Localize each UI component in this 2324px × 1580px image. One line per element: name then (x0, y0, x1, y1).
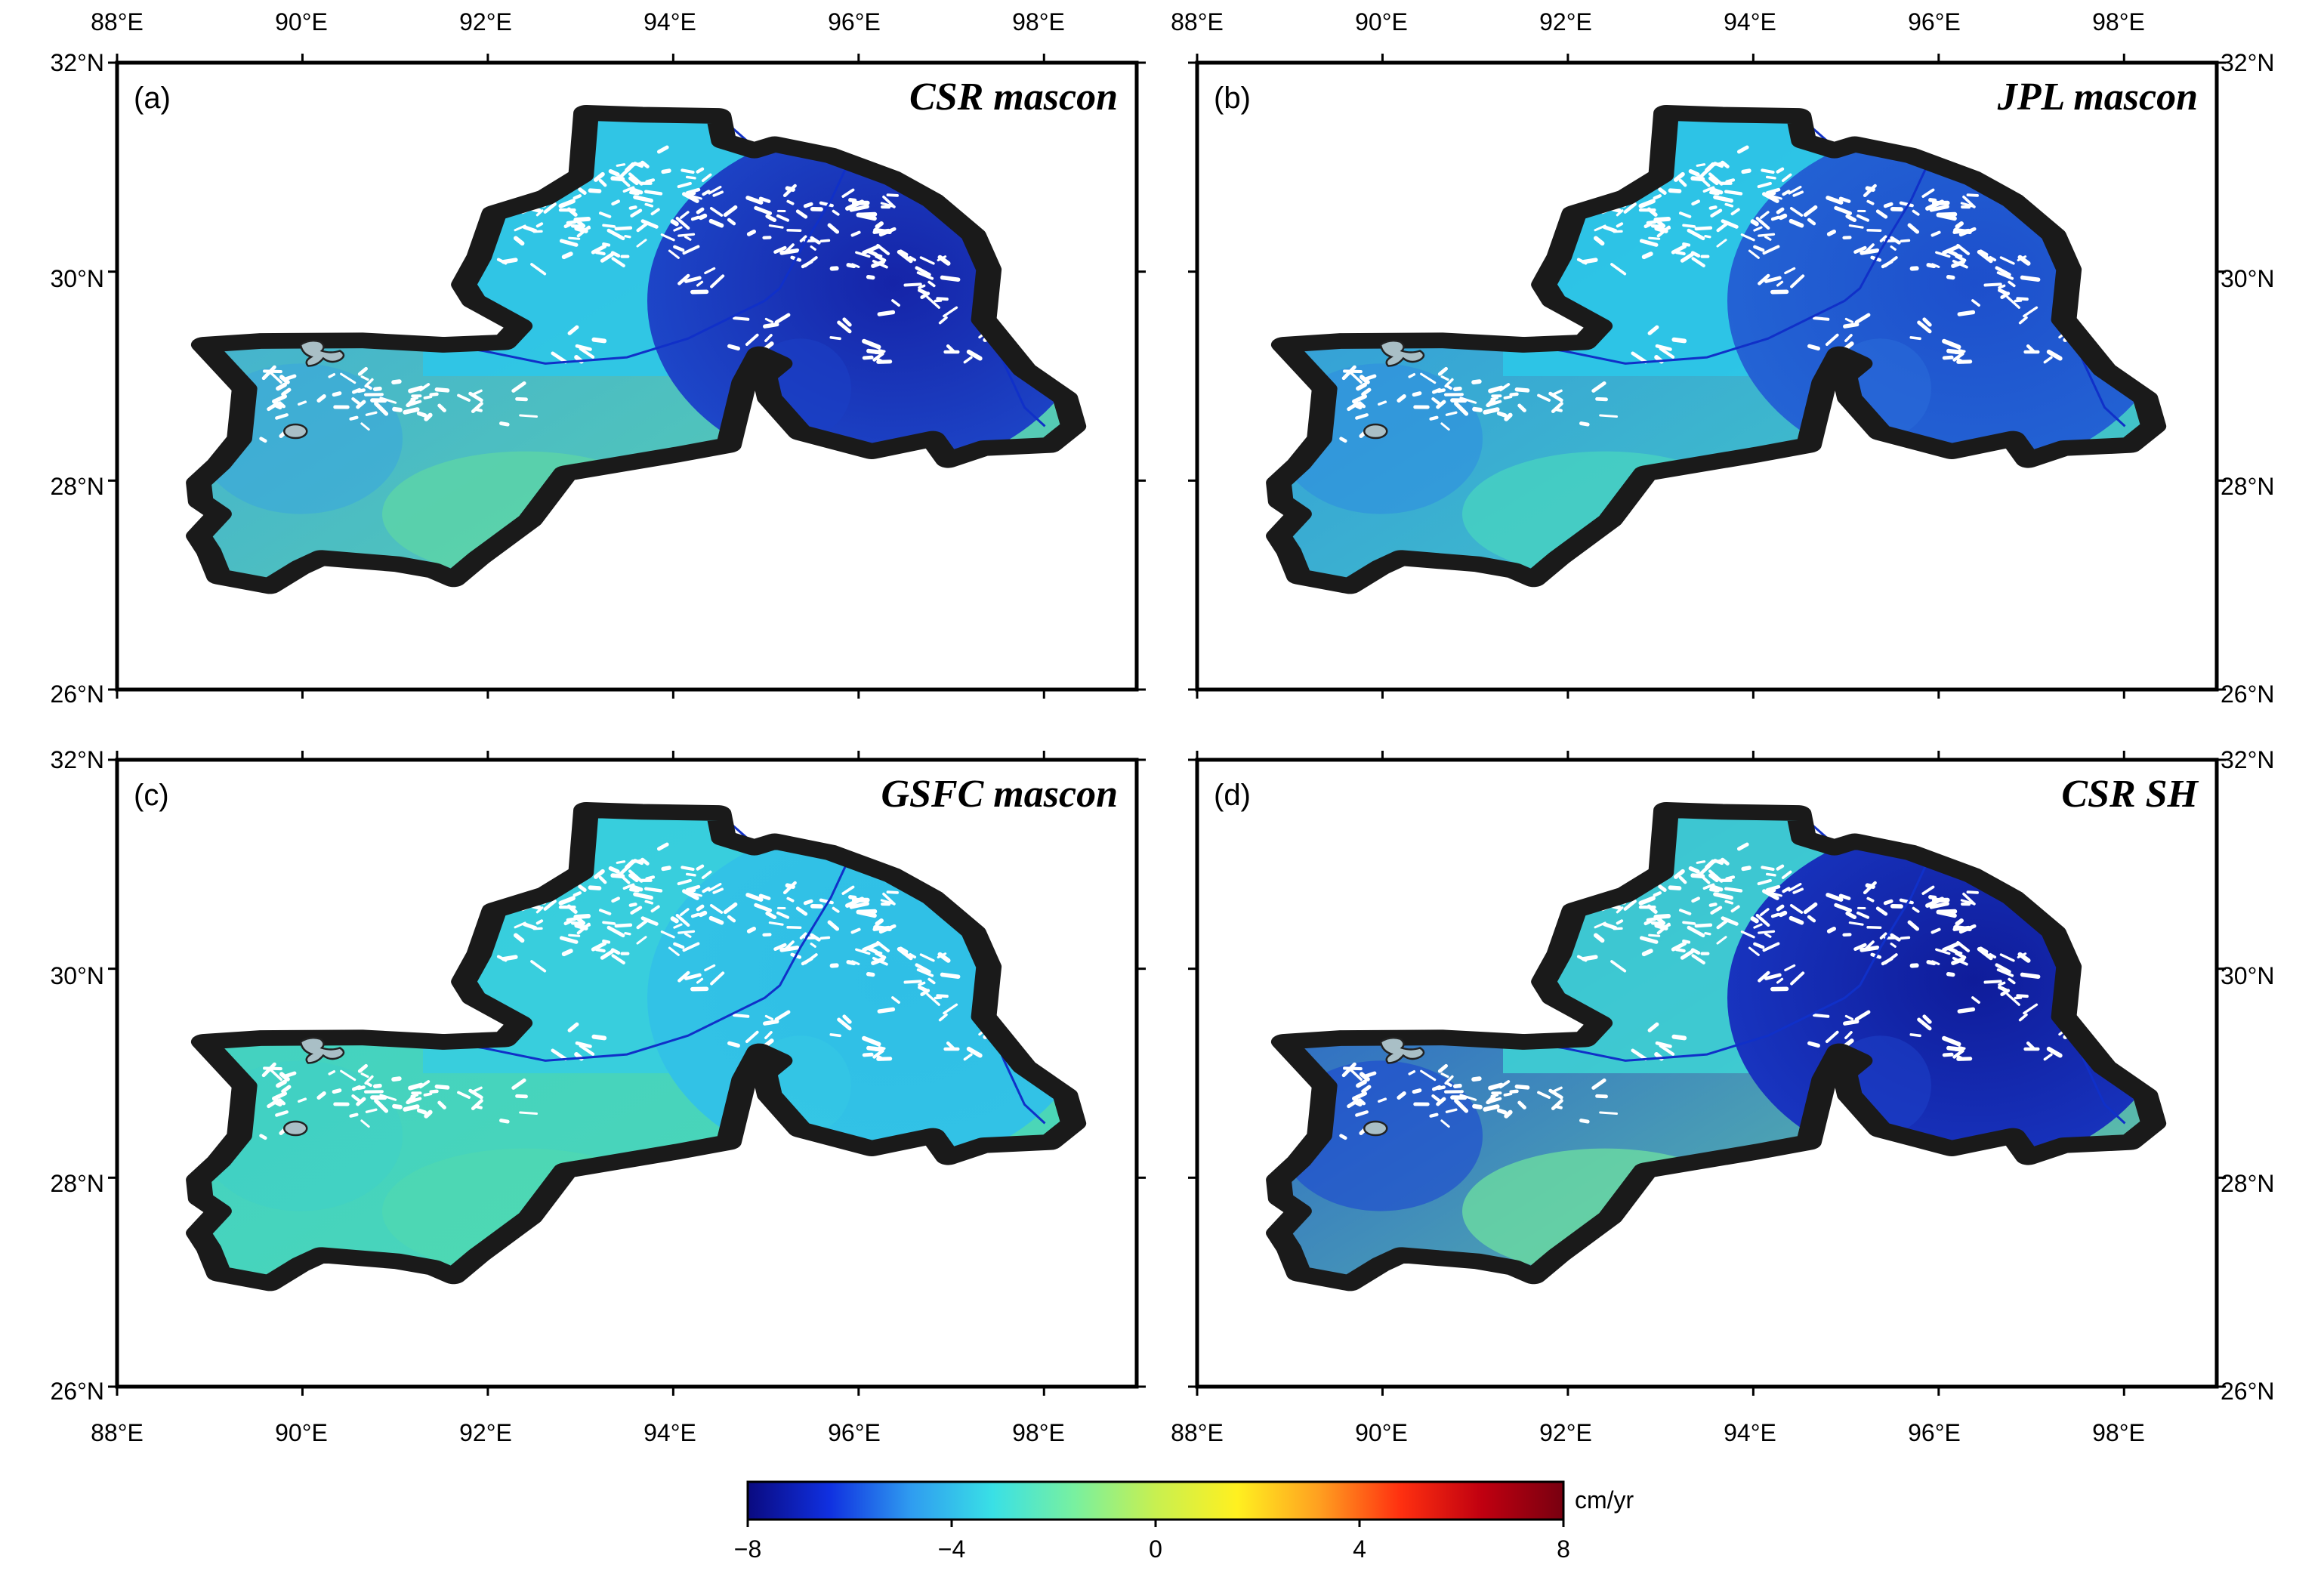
lon-tick-label: 96°E (1908, 1419, 1961, 1446)
lon-tick-label: 96°E (828, 1419, 881, 1446)
lon-tick-label: 96°E (1908, 8, 1961, 35)
lake-puma (283, 1120, 308, 1137)
panel-title: JPL mascon (1997, 76, 2198, 119)
colorbar-ticks: −8 −4 0 4 8 (734, 1520, 1570, 1563)
panel-label: (c) (134, 779, 169, 812)
lat-tick-label: 32°N (2221, 49, 2275, 76)
lake-puma (1363, 423, 1388, 440)
lon-tick-label: 92°E (1539, 8, 1592, 35)
bottom-lon-labels-right: 88°E 90°E 92°E 94°E 96°E 98°E (1171, 1419, 2145, 1446)
lon-tick-label: 98°E (2092, 8, 2145, 35)
lon-tick-label: 88°E (91, 8, 144, 35)
lake-yamdrok (1379, 339, 1425, 367)
sub-basin-divide (443, 853, 853, 1062)
colorbar-tick-label: 0 (1149, 1535, 1162, 1563)
bottom-lon-labels-left: 88°E 90°E 92°E 94°E 96°E 98°E (91, 1419, 1065, 1446)
panel-title: GSFC mascon (881, 773, 1118, 816)
map-frame (1195, 60, 2219, 692)
lat-tick-label: 26°N (2221, 1378, 2275, 1405)
lake-yamdrok (299, 339, 345, 367)
sub-basin-divide (1523, 853, 1933, 1062)
lat-tick-label: 26°N (2221, 680, 2275, 708)
lon-tick-label: 98°E (1012, 8, 1065, 35)
lon-tick-label: 88°E (91, 1419, 144, 1446)
lon-tick-label: 90°E (1355, 8, 1408, 35)
lake-yamdrok (1379, 1036, 1425, 1064)
colorbar-tick-label: 4 (1353, 1535, 1366, 1563)
lat-tick-label: 26°N (51, 1378, 105, 1405)
lon-tick-label: 92°E (1539, 1419, 1592, 1446)
top-lon-labels-left: 88°E 90°E 92°E 94°E 96°E 98°E (91, 8, 1065, 35)
lon-tick-label: 92°E (459, 1419, 512, 1446)
panel-label: (a) (134, 82, 171, 115)
lon-tick-label: 94°E (1724, 8, 1776, 35)
lon-tick-label: 94°E (643, 1419, 696, 1446)
frame-ticks (1188, 54, 2226, 699)
lat-tick-label: 32°N (2221, 746, 2275, 773)
lon-tick-label: 96°E (828, 8, 881, 35)
panel-title: CSR SH (2061, 773, 2199, 816)
map-frame (1195, 758, 2219, 1389)
colorbar-tick-label: −8 (734, 1535, 761, 1563)
lon-tick-label: 88°E (1171, 8, 1224, 35)
panel-c: (c) GSFC mascon (108, 751, 1146, 1396)
map-frame (115, 60, 1139, 692)
lat-tick-label: 32°N (51, 746, 105, 773)
colorbar-bar (746, 1480, 1565, 1521)
lake-puma (283, 423, 308, 440)
lat-tick-label: 28°N (2221, 473, 2275, 500)
lake-puma (1363, 1120, 1388, 1137)
lat-tick-label: 30°N (51, 265, 105, 292)
lon-tick-label: 98°E (1012, 1419, 1065, 1446)
panel-label: (d) (1214, 779, 1251, 812)
frame-ticks (108, 54, 1146, 699)
frame-ticks (1188, 751, 2226, 1396)
lon-tick-label: 94°E (1724, 1419, 1776, 1446)
right-lat-labels: 32°N 30°N 28°N 26°N 32°N 30°N 28°N 26°N (2221, 49, 2275, 1405)
lon-tick-label: 90°E (275, 1419, 328, 1446)
panel-a: (a) CSR mascon (108, 54, 1146, 699)
lon-tick-label: 92°E (459, 8, 512, 35)
lat-tick-label: 28°N (51, 1170, 105, 1197)
lat-tick-label: 26°N (51, 680, 105, 708)
lat-tick-label: 30°N (51, 962, 105, 989)
colorbar-unit: cm/yr (1575, 1486, 1634, 1514)
lon-tick-label: 90°E (275, 8, 328, 35)
lake-yamdrok (299, 1036, 345, 1064)
left-lat-labels: 32°N 30°N 28°N 26°N 32°N 30°N 28°N 26°N (51, 49, 105, 1405)
colorbar-tick-label: 8 (1557, 1535, 1570, 1563)
map-frame (115, 758, 1139, 1389)
panel-title: CSR mascon (909, 76, 1118, 119)
top-lon-labels-right: 88°E 90°E 92°E 94°E 96°E 98°E (1171, 8, 2145, 35)
frame-ticks (108, 751, 1146, 1396)
lon-tick-label: 90°E (1355, 1419, 1408, 1446)
lon-tick-label: 98°E (2092, 1419, 2145, 1446)
lon-tick-label: 94°E (643, 8, 696, 35)
sub-basin-divide (1523, 156, 1933, 365)
lon-tick-label: 88°E (1171, 1419, 1224, 1446)
lat-tick-label: 32°N (51, 49, 105, 76)
lat-tick-label: 30°N (2221, 265, 2275, 292)
lat-tick-label: 28°N (2221, 1170, 2275, 1197)
colorbar: cm/yr −8 −4 0 4 8 (734, 1480, 1634, 1563)
lat-tick-label: 30°N (2221, 962, 2275, 989)
lat-tick-label: 28°N (51, 473, 105, 500)
sub-basin-divide (443, 156, 853, 365)
panel-d: (d) CSR SH (1188, 751, 2226, 1396)
panel-b: (b) JPL mascon (1188, 54, 2226, 699)
colorbar-tick-label: −4 (938, 1535, 965, 1563)
panel-label: (b) (1214, 82, 1251, 115)
